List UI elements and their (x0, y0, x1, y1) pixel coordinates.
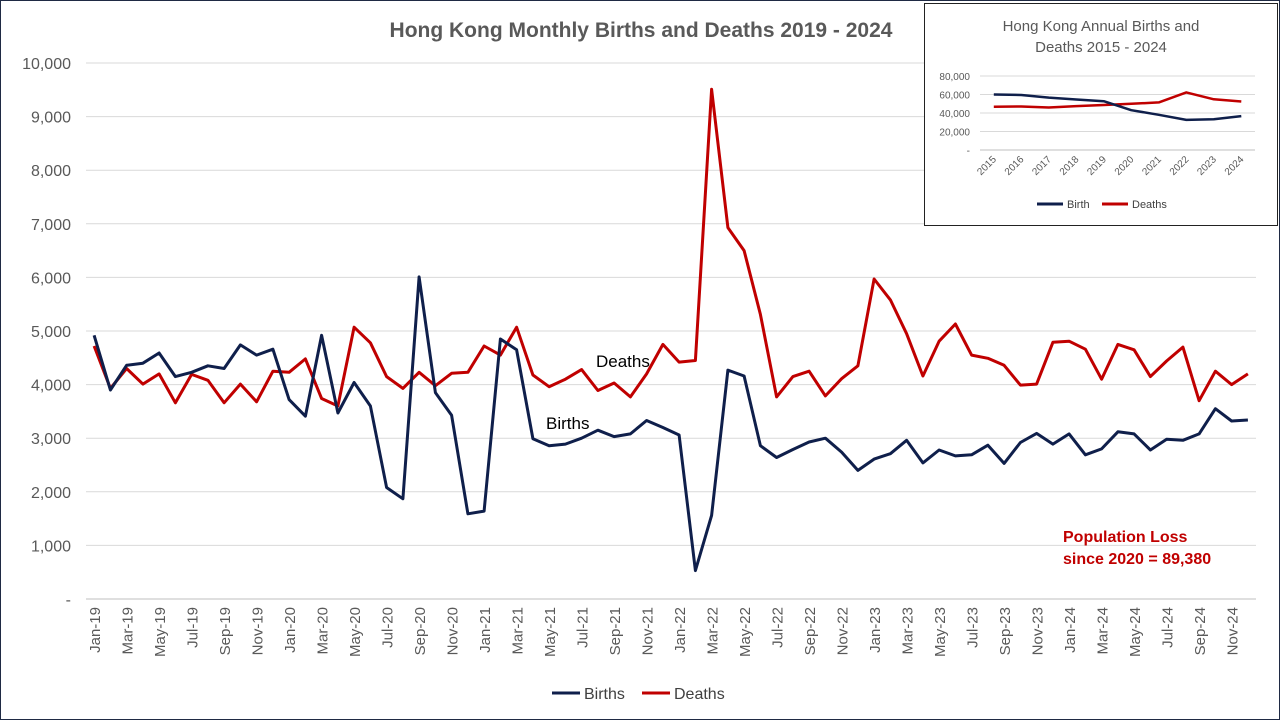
inset-y-tick-label: 80,000 (939, 72, 970, 83)
x-tick-label: Jul-22 (770, 607, 787, 648)
inset-y-tick-label: 20,000 (939, 128, 970, 139)
y-tick-label: 6,000 (31, 270, 71, 287)
x-tick-label: Jul-21 (575, 607, 592, 648)
x-tick-label: Sep-22 (802, 607, 819, 655)
x-tick-label: May-22 (737, 607, 754, 657)
x-tick-label: May-24 (1127, 607, 1144, 657)
legend-deaths-label: Deaths (674, 686, 725, 703)
x-tick-label: Jul-23 (965, 607, 982, 648)
x-tick-label: Mar-24 (1095, 607, 1112, 655)
y-tick-label: 4,000 (31, 378, 71, 395)
y-tick-label: 8,000 (31, 163, 71, 180)
y-tick-label: 7,000 (31, 217, 71, 234)
x-tick-label: May-20 (347, 607, 364, 657)
chart-title: Hong Kong Monthly Births and Deaths 2019… (390, 19, 893, 42)
inset-legend: Birth Deaths (1037, 199, 1167, 211)
x-tick-label: Jan-24 (1062, 607, 1079, 653)
x-tick-label: Nov-23 (1030, 607, 1047, 655)
x-tick-label: Jan-22 (672, 607, 689, 653)
annual-chart: Hong Kong Annual Births and Deaths 2015 … (939, 18, 1255, 211)
x-tick-label: Mar-21 (510, 607, 527, 655)
legend: Births Deaths (552, 686, 725, 703)
inset-legend-birth-label: Birth (1067, 199, 1090, 211)
annual-inset-chart: Hong Kong Annual Births and Deaths 2015 … (924, 3, 1278, 226)
x-tick-label: Sep-23 (997, 607, 1014, 655)
x-tick-label: Mar-22 (705, 607, 722, 655)
series-line-births (92, 275, 1248, 573)
inset-y-tick-label: - (967, 146, 970, 157)
inset-y-tick-label: 60,000 (939, 91, 970, 102)
x-tick-label: Mar-19 (120, 607, 137, 655)
x-tick-label: Nov-21 (640, 607, 657, 655)
deaths-annotation: Deaths (596, 352, 650, 371)
y-tick-label: 5,000 (31, 324, 71, 341)
inset-x-tick-label: 2023 (1195, 154, 1219, 178)
x-tick-label: Jul-24 (1160, 607, 1177, 648)
inset-x-tick-label: 2019 (1085, 154, 1109, 178)
inset-x-tick-label: 2021 (1140, 154, 1164, 178)
x-tick-label: Sep-19 (217, 607, 234, 655)
x-tick-label: Mar-23 (900, 607, 917, 655)
x-tick-label: Jan-20 (282, 607, 299, 653)
y-tick-label: 9,000 (31, 110, 71, 127)
x-tick-label: Jul-19 (185, 607, 202, 648)
inset-x-tick-label: 2015 (975, 154, 999, 178)
inset-x-tick-label: 2024 (1223, 154, 1247, 178)
inset-x-tick-label: 2016 (1003, 154, 1027, 178)
inset-title-line2: Deaths 2015 - 2024 (1035, 39, 1167, 56)
inset-x-axis-ticks: 2015 2016 2017 2018 2019 2020 2021 2022 2023 2024 (975, 154, 1246, 178)
x-tick-label: Jan-19 (87, 607, 104, 653)
x-tick-label: Sep-24 (1192, 607, 1209, 655)
y-tick-label: 10,000 (22, 56, 71, 73)
x-tick-label: Mar-20 (315, 607, 332, 655)
y-tick-label: - (66, 592, 71, 609)
x-tick-label: Jan-21 (477, 607, 494, 653)
inset-y-tick-label: 40,000 (939, 109, 970, 120)
series-line-deaths (92, 87, 1249, 408)
inset-title-line1: Hong Kong Annual Births and (1003, 18, 1200, 35)
inset-series-lines (993, 91, 1242, 122)
inset-legend-deaths-label: Deaths (1132, 199, 1167, 211)
x-tick-label: May-23 (932, 607, 949, 657)
x-tick-label: Nov-24 (1225, 607, 1242, 655)
inset-series-line-birth (993, 93, 1242, 122)
x-tick-label: Nov-19 (250, 607, 267, 655)
x-tick-label: May-19 (152, 607, 169, 657)
legend-births-label: Births (584, 686, 625, 703)
inset-y-axis-ticks: - 20,000 40,000 60,000 80,000 (939, 72, 970, 157)
population-loss-line2: since 2020 = 89,380 (1063, 551, 1211, 568)
x-tick-label: May-21 (542, 607, 559, 657)
x-tick-label: Nov-20 (445, 607, 462, 655)
y-tick-label: 1,000 (31, 538, 71, 555)
inset-x-tick-label: 2017 (1030, 154, 1054, 178)
x-tick-label: Sep-21 (607, 607, 624, 655)
births-annotation: Births (546, 414, 589, 433)
inset-x-tick-label: 2018 (1058, 154, 1082, 178)
y-axis-ticks: - 1,000 2,000 3,000 4,000 5,000 6,000 7,000 8,00… (22, 56, 71, 609)
x-tick-label: Sep-20 (412, 607, 429, 655)
inset-x-tick-label: 2020 (1113, 154, 1137, 178)
x-axis-ticks: Jan-19 Mar-19 May-19 Jul-19 Sep-19 Nov-19 Jan-… (87, 607, 1242, 657)
y-tick-label: 3,000 (31, 431, 71, 448)
y-tick-label: 2,000 (31, 485, 71, 502)
x-tick-label: Jul-20 (380, 607, 397, 648)
population-loss-line1: Population Loss (1063, 529, 1188, 546)
x-tick-label: Nov-22 (835, 607, 852, 655)
inset-x-tick-label: 2022 (1168, 154, 1192, 178)
series-lines (92, 87, 1249, 573)
inset-y-gridlines (980, 75, 1255, 151)
x-tick-label: Jan-23 (867, 607, 884, 653)
